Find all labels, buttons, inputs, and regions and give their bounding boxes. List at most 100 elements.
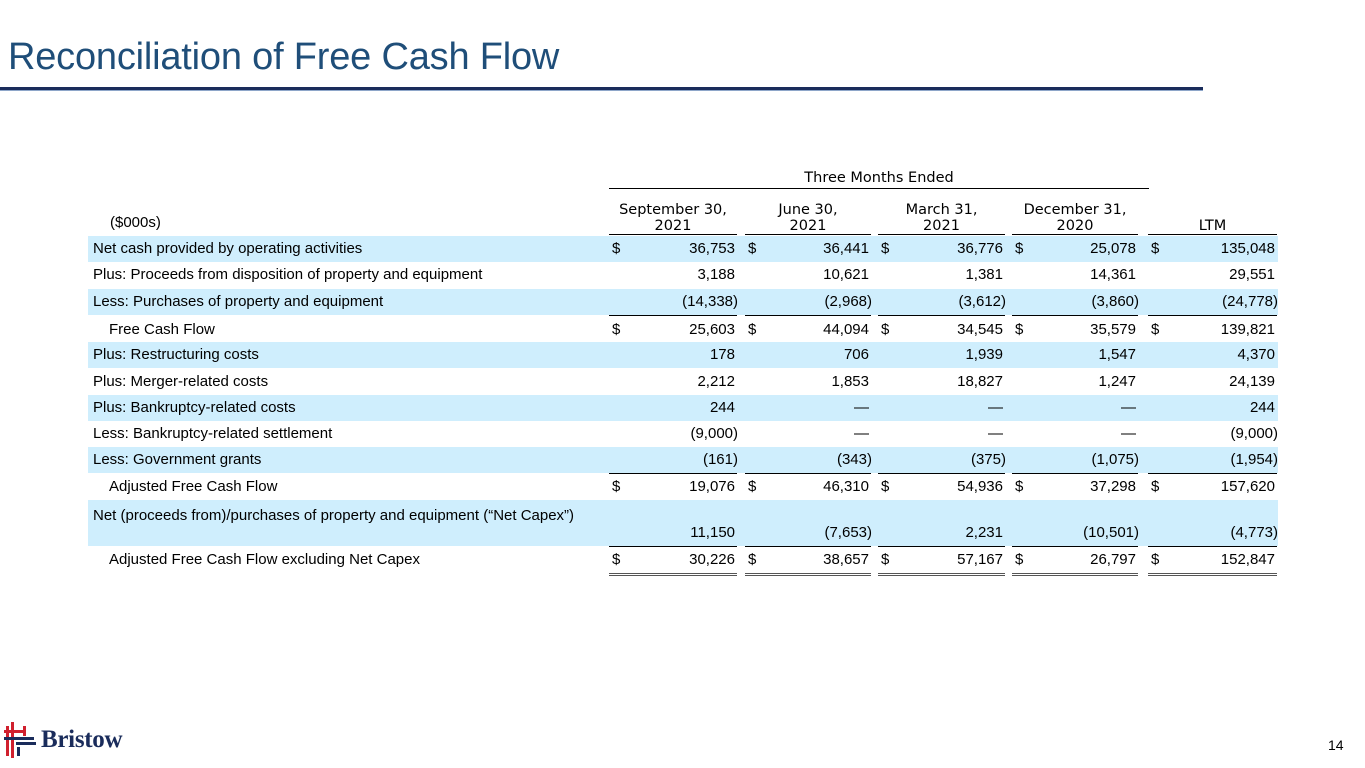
page-number: 14	[1328, 737, 1344, 753]
table-row: Less: Government grants (161) (343) (375) (1…	[88, 447, 1278, 474]
table-cell: 1,853	[745, 369, 871, 395]
cell-value: 157,620	[1220, 478, 1275, 495]
cell-value: (375)	[970, 451, 1006, 468]
table-cell: 1,247	[1012, 369, 1138, 395]
table-cell: 29,551	[1148, 262, 1277, 288]
table-cell: 2,212	[609, 369, 737, 395]
column-header-line2: 2021	[789, 218, 827, 234]
table-cell: —	[1012, 395, 1138, 421]
table-row: Plus: Restructuring costs 178 706 1,939 1,54…	[88, 342, 1278, 368]
currency-symbol: $	[1151, 478, 1160, 495]
table-cell: (375)	[878, 447, 1006, 474]
bristow-flag-icon	[4, 722, 36, 758]
cell-value: 25,078	[1090, 240, 1136, 257]
cell-value: 1,247	[1098, 373, 1136, 390]
cell-value: 34,545	[957, 321, 1003, 338]
cell-value: 29,551	[1229, 266, 1275, 283]
cell-value: 46,310	[823, 478, 869, 495]
table-cell: $30,226	[609, 547, 737, 576]
page-title: Reconciliation of Free Cash Flow	[8, 36, 560, 78]
table-cell: $36,753	[609, 236, 737, 262]
table-cell: $26,797	[1012, 547, 1138, 576]
units-label: ($000s)	[110, 214, 161, 231]
table-cell: (14,338)	[609, 289, 738, 316]
cell-value: 26,797	[1090, 551, 1136, 568]
cell-value: (1,075)	[1091, 451, 1139, 468]
table-cell: $46,310	[745, 474, 871, 500]
cell-value: (9,000)	[690, 425, 738, 442]
table-cell: 706	[745, 342, 871, 368]
currency-symbol: $	[1151, 240, 1160, 257]
cell-value: 244	[709, 399, 735, 416]
currency-symbol: $	[881, 551, 890, 568]
table-cell: 24,139	[1148, 369, 1277, 395]
cell-value: (161)	[702, 451, 738, 468]
table-cell: $54,936	[878, 474, 1005, 500]
table-cell: 10,621	[745, 262, 871, 288]
column-header-line2: 2021	[923, 218, 960, 234]
currency-symbol: $	[881, 478, 890, 495]
column-header-line1: December 31,	[1023, 202, 1127, 218]
table-cell: 1,381	[878, 262, 1005, 288]
cell-value: —	[854, 425, 869, 442]
row-label: Less: Government grants	[93, 451, 262, 468]
cell-value: 36,441	[823, 240, 869, 257]
row-label: Free Cash Flow	[109, 321, 215, 338]
title-underline	[0, 87, 1203, 90]
currency-symbol: $	[881, 321, 890, 338]
cell-value: (4,773)	[1230, 524, 1278, 541]
cell-value: —	[1121, 399, 1136, 416]
cell-value: 35,579	[1090, 321, 1136, 338]
row-label: Plus: Merger-related costs	[93, 373, 269, 390]
currency-symbol: $	[1151, 551, 1160, 568]
table-cell: —	[878, 421, 1005, 447]
cell-value: (10,501)	[1083, 524, 1139, 541]
cell-value: 139,821	[1220, 321, 1275, 338]
cell-value: (14,338)	[682, 293, 738, 310]
column-header: June 30, 2021	[745, 198, 871, 235]
table-cell: $25,603	[609, 317, 737, 343]
cell-value: —	[988, 399, 1003, 416]
table-cell: 244	[609, 395, 737, 421]
column-header: September 30, 2021	[609, 198, 737, 235]
cell-value: 11,150	[690, 524, 735, 541]
cell-value: (7,653)	[824, 524, 872, 541]
table-cell: (343)	[745, 447, 872, 474]
cell-value: 37,298	[1090, 478, 1136, 495]
cell-value: 1,853	[831, 373, 869, 390]
table-cell: 4,370	[1148, 342, 1277, 368]
column-header: LTM	[1148, 198, 1277, 235]
table-cell: 11,150	[609, 500, 737, 547]
cell-value: 152,847	[1220, 551, 1275, 568]
table-cell: (9,000)	[1148, 421, 1278, 447]
table-cell: $38,657	[745, 547, 871, 576]
cell-value: 36,753	[689, 240, 735, 257]
table-cell: (1,954)	[1148, 447, 1278, 474]
cell-value: —	[988, 425, 1003, 442]
table-cell: —	[745, 395, 871, 421]
logo-wordmark: Bristow	[41, 726, 123, 753]
table-cell: $57,167	[878, 547, 1005, 576]
cell-value: 4,370	[1237, 346, 1275, 363]
cell-value: 30,226	[689, 551, 735, 568]
bristow-logo: Bristow	[4, 722, 123, 758]
table-cell: —	[745, 421, 871, 447]
table-cell: $37,298	[1012, 474, 1138, 500]
cell-value: 1,547	[1098, 346, 1136, 363]
column-header-line1: June 30,	[778, 202, 838, 218]
cell-value: 706	[843, 346, 869, 363]
table-cell: $157,620	[1148, 474, 1277, 500]
column-header-line1: September 30,	[619, 202, 727, 218]
currency-symbol: $	[748, 551, 757, 568]
currency-symbol: $	[612, 240, 621, 257]
table-cell: $25,078	[1012, 236, 1138, 262]
currency-symbol: $	[1151, 321, 1160, 338]
row-label: Plus: Bankruptcy-related costs	[93, 399, 296, 416]
table-cell: 1,547	[1012, 342, 1138, 368]
cell-value: 1,939	[965, 346, 1003, 363]
cell-value: 3,188	[697, 266, 735, 283]
currency-symbol: $	[748, 240, 757, 257]
row-label: Net (proceeds from)/purchases of propert…	[93, 507, 575, 524]
currency-symbol: $	[612, 321, 621, 338]
table-cell: $44,094	[745, 317, 871, 343]
